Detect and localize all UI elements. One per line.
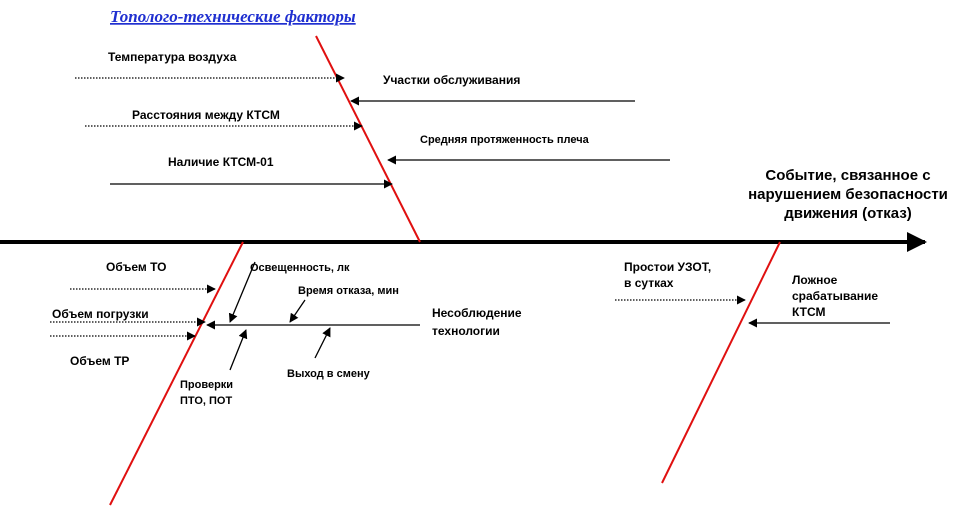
- bone: [661, 241, 781, 484]
- cause-label: Участки обслуживания: [383, 73, 520, 87]
- cause-label: Расстояния между КТСМ: [132, 108, 280, 122]
- cause-label: Средняя протяженность плеча: [420, 134, 590, 146]
- arrow: [314, 327, 331, 359]
- cause-label: Время отказа, мин: [298, 285, 399, 297]
- cause-label: ПТО, ПОТ: [180, 395, 232, 407]
- cause-label: Температура воздуха: [108, 50, 237, 64]
- cause-label: КТСМ: [792, 305, 825, 319]
- cause-label: Простои УЗОТ,: [624, 260, 711, 274]
- cause-label: срабатывание: [792, 289, 878, 303]
- arrow: [289, 299, 306, 323]
- cause-label: Объем ТР: [70, 354, 129, 368]
- bone: [315, 35, 421, 243]
- diagram-title: Тополого-технические факторы: [110, 7, 356, 26]
- cause-label: Освещенность, лк: [250, 262, 350, 274]
- cause-label: Ложное: [792, 273, 838, 287]
- arrow: [229, 329, 248, 371]
- bone: [109, 241, 244, 506]
- cause-label: в сутках: [624, 276, 674, 290]
- cause-label: Проверки: [180, 379, 233, 391]
- effect-label: Событие, связанное с: [765, 167, 930, 184]
- cause-label: технологии: [432, 324, 500, 338]
- cause-label: Выход в смену: [287, 368, 371, 380]
- cause-label: Объем ТО: [106, 260, 166, 274]
- cause-label: Наличие КТСМ-01: [168, 155, 274, 169]
- cause-label: Несоблюдение: [432, 306, 522, 320]
- effect-label: движения (отказ): [784, 205, 912, 222]
- effect-label: нарушением безопасности: [748, 186, 948, 203]
- arrow: [228, 261, 256, 323]
- cause-label: Объем погрузки: [52, 307, 149, 321]
